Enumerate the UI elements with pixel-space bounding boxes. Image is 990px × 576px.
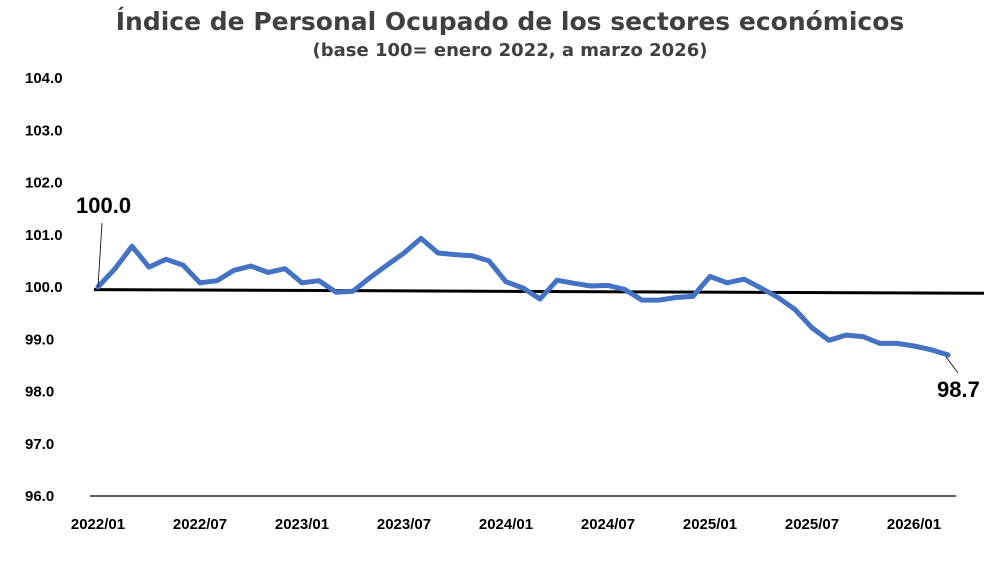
data-point xyxy=(265,269,271,275)
y-tick-label: 98.0 xyxy=(25,384,54,401)
data-point xyxy=(282,266,288,272)
data-point xyxy=(775,295,781,300)
data-point xyxy=(588,283,594,289)
annotation-leader xyxy=(97,222,103,288)
data-point xyxy=(605,283,611,288)
data-point xyxy=(248,263,254,269)
y-tick-label: 101.0 xyxy=(25,227,63,244)
data-point xyxy=(741,276,747,282)
annotation-end-label: 98.7 xyxy=(937,377,980,402)
data-point xyxy=(180,262,186,268)
data-point xyxy=(214,278,220,284)
data-point xyxy=(792,307,798,312)
data-point xyxy=(316,278,322,284)
data-point xyxy=(639,297,645,303)
data-point xyxy=(486,258,492,264)
data-point xyxy=(826,337,832,343)
data-point xyxy=(843,332,849,338)
data-point xyxy=(231,267,237,273)
data-point xyxy=(537,296,543,302)
annotation-leader xyxy=(945,356,959,374)
chart-subtitle: (base 100= enero 2022, a marzo 2026) xyxy=(313,40,708,61)
data-point xyxy=(112,266,118,272)
reference-line xyxy=(93,288,985,295)
data-point xyxy=(197,280,203,286)
data-point xyxy=(571,280,577,286)
data-point xyxy=(656,297,662,303)
y-tick-label: 97.0 xyxy=(25,436,54,453)
x-tick-label: 2022/07 xyxy=(173,516,227,533)
x-tick-label: 2024/07 xyxy=(581,516,635,533)
y-tick-label: 103.0 xyxy=(25,122,63,139)
data-point xyxy=(452,252,458,258)
x-axis-ticks: 2022/01 2022/07 2023/01 2023/07 2024/01 2024/… xyxy=(71,516,941,533)
data-point xyxy=(877,341,883,346)
data-point xyxy=(401,250,407,256)
x-tick-label: 2023/07 xyxy=(377,516,431,533)
data-point xyxy=(503,279,509,285)
x-tick-label: 2025/01 xyxy=(683,516,737,533)
y-tick-label: 102.0 xyxy=(25,175,63,192)
data-point xyxy=(469,253,475,259)
series-line xyxy=(95,235,951,358)
data-point xyxy=(622,287,628,293)
annotation-start-label: 100.0 xyxy=(76,193,131,218)
data-point xyxy=(350,288,356,294)
data-point xyxy=(860,334,866,340)
data-point xyxy=(673,295,679,300)
y-axis-ticks: 96.0 97.0 98.0 99.0 100.0 101.0 102.0 103.0 104.… xyxy=(25,70,63,505)
x-tick-label: 2022/01 xyxy=(71,516,125,533)
data-point xyxy=(146,264,152,270)
x-tick-label: 2024/01 xyxy=(479,516,533,533)
data-point xyxy=(911,343,917,349)
data-point xyxy=(809,325,815,331)
annotations: 100.0 98.7 xyxy=(76,193,980,402)
data-point xyxy=(384,262,390,268)
data-point xyxy=(333,289,339,295)
series-group xyxy=(95,235,951,358)
x-tick-label: 2023/01 xyxy=(275,516,329,533)
data-point xyxy=(163,256,169,262)
y-tick-label: 100.0 xyxy=(25,279,63,296)
data-point xyxy=(418,236,424,241)
data-point xyxy=(758,285,764,291)
data-point xyxy=(724,280,730,286)
chart-title: Índice de Personal Ocupado de los sector… xyxy=(116,7,905,36)
data-point xyxy=(299,280,305,286)
data-point xyxy=(928,347,934,353)
data-point xyxy=(554,277,560,283)
y-tick-label: 99.0 xyxy=(25,331,54,348)
data-point xyxy=(435,250,441,256)
x-tick-label: 2025/07 xyxy=(785,516,839,533)
data-point xyxy=(945,352,951,358)
data-point xyxy=(690,294,696,299)
y-tick-label: 104.0 xyxy=(25,70,63,87)
data-point xyxy=(707,274,713,279)
y-tick-label: 96.0 xyxy=(25,488,54,505)
data-point xyxy=(894,341,900,346)
data-point xyxy=(520,285,526,291)
reference-lines xyxy=(93,288,985,295)
data-point xyxy=(367,275,373,280)
x-tick-label: 2026/01 xyxy=(887,516,941,533)
data-point xyxy=(129,243,135,249)
